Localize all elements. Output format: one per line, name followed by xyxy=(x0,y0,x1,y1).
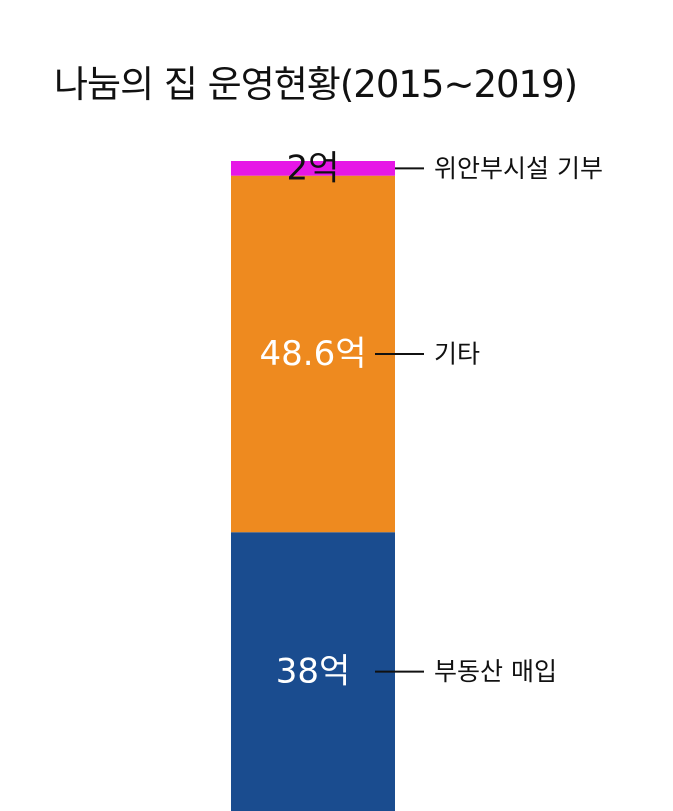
segment-labels: 38억 부동산 매입 48.6억 기타 2억 위안부시설 기부 xyxy=(260,148,603,691)
bar-segments xyxy=(231,161,395,811)
value-label-segment-1: 48.6억 xyxy=(260,334,367,374)
category-label-segment-2: 위안부시설 기부 xyxy=(434,154,603,183)
chart-title: 나눔의 집 운영현황(2015~2019) xyxy=(54,63,578,106)
value-label-segment-0: 38억 xyxy=(276,652,351,692)
bar-segment-0 xyxy=(231,532,395,811)
category-label-segment-0: 부동산 매입 xyxy=(434,657,557,686)
category-label-segment-1: 기타 xyxy=(434,339,480,368)
bar-segment-1 xyxy=(231,175,395,533)
bar-segment-2 xyxy=(231,161,395,176)
value-label-segment-2: 2억 xyxy=(287,148,340,188)
